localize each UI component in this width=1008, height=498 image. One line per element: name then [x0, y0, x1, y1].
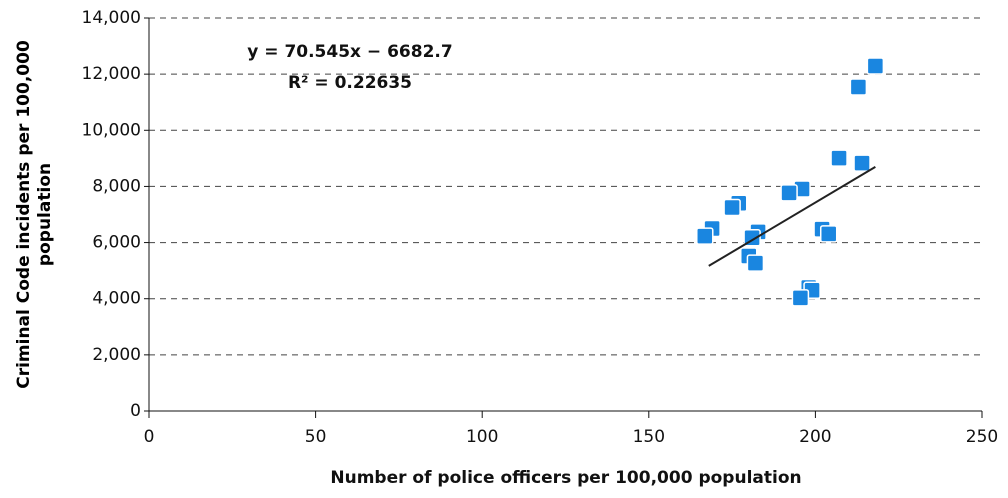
point: [819, 225, 838, 243]
y-tick-label: 10,000: [82, 120, 141, 140]
point: [696, 227, 714, 245]
y-tick-label: 4,000: [92, 289, 141, 309]
x-axis-label: Number of police officers per 100,000 po…: [330, 468, 801, 488]
y-axis-label: Criminal Code incidents per 100,000 popu…: [14, 40, 55, 389]
y-tick-label: 0: [130, 401, 141, 421]
x-tick-label: 0: [144, 427, 155, 447]
y-tick-label: 12,000: [82, 64, 141, 84]
point: [723, 198, 741, 217]
y-tick-label: 8,000: [92, 176, 141, 196]
r-squared: R² = 0.22635: [288, 73, 412, 93]
x-tick-label: 150: [633, 427, 665, 447]
point: [866, 57, 885, 75]
y-tick-label: 6,000: [92, 233, 141, 253]
y-tick-label: 2,000: [92, 345, 141, 365]
point: [849, 78, 868, 96]
point: [853, 154, 871, 172]
point: [791, 289, 810, 307]
point: [830, 149, 848, 167]
trendline: [708, 166, 876, 267]
point: [780, 184, 798, 202]
x-tick-label: 50: [305, 427, 327, 447]
y-axis-label-box: Criminal Code incidents per 100,000 popu…: [14, 40, 55, 389]
y-tick-label: 14,000: [82, 8, 141, 28]
point: [746, 254, 765, 272]
equation-background: [228, 35, 472, 101]
equation: y = 70.545x − 6682.7: [247, 42, 452, 62]
x-tick-label: 250: [966, 427, 998, 447]
x-tick-label: 100: [466, 427, 498, 447]
x-tick-label: 200: [799, 427, 831, 447]
